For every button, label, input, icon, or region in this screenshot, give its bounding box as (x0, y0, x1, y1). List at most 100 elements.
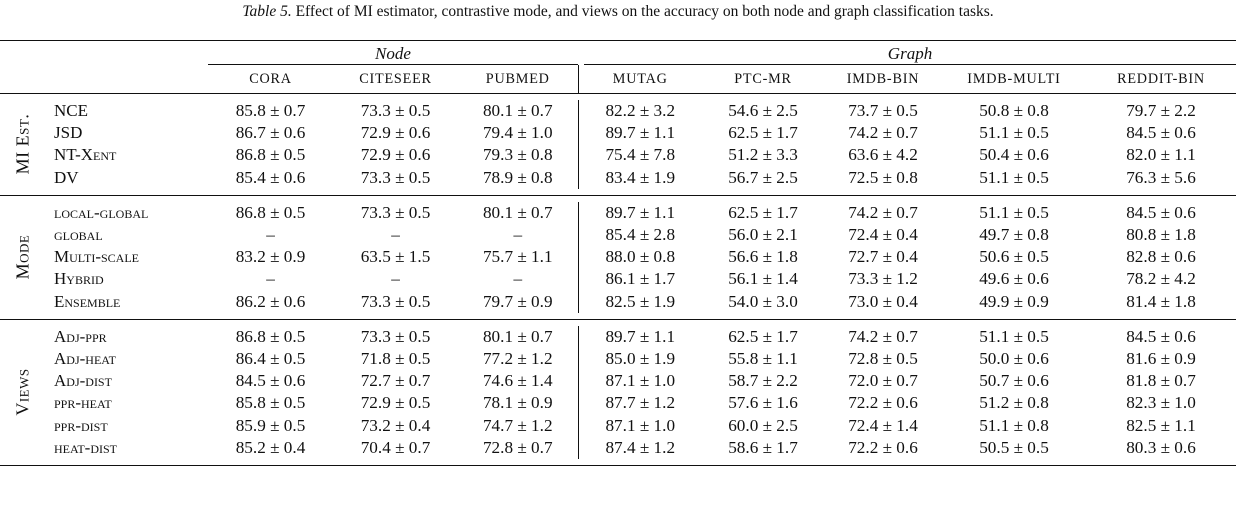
table-row: Views Adj-ppr 86.8 ± 0.5 73.3 ± 0.5 80.1 ± 0… (0, 325, 1236, 416)
table-cell: 72.7 ± 0.7 (360, 371, 431, 391)
column-header-cora: CORA (249, 70, 292, 87)
table-cell: 58.6 ± 1.7 (728, 437, 798, 457)
caption-text: Effect of MI estimator, contrastive mode… (295, 3, 994, 20)
row-label: heat-dist (54, 437, 117, 457)
row-label: local-global (54, 202, 149, 222)
column-header-pubmed: PUBMED (485, 70, 550, 87)
table-cell: 86.8 ± 0.5 (235, 145, 306, 165)
table-cell: 62.5 ± 1.7 (728, 326, 798, 346)
table-row: JSD 86.7 ± 0.6 72.9 ± 0.6 79.4 ± 1.0 89.7 ± … (0, 122, 1236, 145)
table-row: Hybrid – – – 86.1 ± 1.7 56.1 ± 1.4 73.3 ± 1.2 4… (0, 268, 1236, 291)
table-cell: 87.7 ± 1.2 (577, 392, 702, 415)
column-header-mutag: MUTAG (577, 65, 702, 94)
row-label: Hybrid (54, 269, 104, 289)
table-cell: 73.3 ± 0.5 (360, 291, 431, 311)
table-cell: 79.7 ± 2.2 (1126, 101, 1196, 121)
table-cell: 82.0 ± 1.1 (1126, 145, 1196, 165)
column-header-reddit-bin: REDDIT-BIN (1117, 70, 1205, 87)
table-cell: 72.9 ± 0.6 (360, 123, 431, 143)
table-cell: 50.5 ± 0.5 (979, 437, 1049, 457)
group-label-node: Node (208, 44, 578, 65)
table-cell: 50.6 ± 0.5 (979, 247, 1049, 267)
row-label: DV (54, 167, 79, 187)
table-row: Adj-dist 84.5 ± 0.6 72.7 ± 0.7 74.6 ± 1.4 87… (0, 370, 1236, 393)
table-cell: 76.3 ± 5.6 (1126, 167, 1196, 187)
row-label: JSD (54, 123, 83, 143)
row-label: Ensemble (54, 291, 121, 311)
table-cell: 51.1 ± 0.5 (979, 326, 1049, 346)
table-cell: 89.7 ± 1.1 (577, 325, 702, 348)
table-cell: 72.8 ± 0.7 (482, 437, 553, 457)
table-cell: 70.4 ± 0.7 (360, 437, 431, 457)
table-cell: 50.8 ± 0.8 (979, 101, 1049, 121)
table-cell: 85.8 ± 0.5 (235, 393, 306, 413)
table-cell: 56.6 ± 1.8 (728, 247, 798, 267)
table-cell: – (391, 225, 400, 245)
table-cell: 78.2 ± 4.2 (1126, 269, 1196, 289)
table-cell: 75.4 ± 7.8 (577, 144, 702, 167)
table-cell: 84.5 ± 0.6 (1126, 326, 1196, 346)
table-cell: 85.0 ± 1.9 (577, 347, 702, 371)
table-cell: 72.0 ± 0.7 (848, 371, 918, 391)
table-cell: 79.4 ± 1.0 (482, 123, 553, 143)
table-row: ppr-dist 85.9 ± 0.5 73.2 ± 0.4 74.7 ± 1.2 87… (0, 414, 1236, 437)
table-row: NT-Xent 86.8 ± 0.5 72.9 ± 0.6 79.3 ± 0.8 75.… (0, 144, 1236, 167)
table-cell: 84.5 ± 0.6 (235, 371, 306, 391)
table-cell: 73.3 ± 0.5 (360, 167, 431, 187)
table-cell: 72.5 ± 0.8 (848, 167, 918, 187)
table-cell: 73.3 ± 0.5 (360, 101, 431, 121)
table-cell: 51.1 ± 0.5 (979, 123, 1049, 143)
table-caption: Table 5. Effect of MI estimator, contras… (0, 3, 1236, 21)
table-cell: 74.2 ± 0.7 (848, 202, 918, 222)
table-cell: 86.8 ± 0.5 (235, 326, 306, 346)
table-cell: 77.2 ± 1.2 (482, 348, 553, 368)
table-cell: 56.1 ± 1.4 (728, 269, 798, 289)
table-cell: – (513, 225, 523, 245)
table-cell: 80.1 ± 0.7 (482, 326, 553, 346)
table-cell: – (266, 269, 275, 289)
table-cell: 81.4 ± 1.8 (1126, 291, 1196, 311)
table-cell: 56.7 ± 2.5 (728, 167, 798, 187)
table-cell: 86.4 ± 0.5 (235, 348, 306, 368)
section-label: Views (12, 368, 33, 416)
section-cell: Views (0, 326, 46, 459)
table-cell: 72.9 ± 0.6 (360, 145, 431, 165)
table-cell: 80.8 ± 1.8 (1126, 225, 1196, 245)
row-label: ppr-heat (54, 393, 112, 413)
table-cell: 57.6 ± 1.6 (728, 393, 798, 413)
table-cell: 85.8 ± 0.7 (235, 101, 306, 121)
caption-label: Table 5. (242, 3, 292, 20)
table-row: MI Est. NCE 85.8 ± 0.7 73.3 ± 0.5 80.1 ± 0.7… (0, 100, 1236, 175)
column-header-ptc-mr: PTC-MR (734, 70, 792, 87)
table-cell: 74.2 ± 0.7 (848, 326, 918, 346)
section-cell: MI Est. (0, 100, 46, 189)
table-cell: – (266, 225, 275, 245)
table-cell: 54.0 ± 3.0 (728, 291, 798, 311)
table-cell: – (513, 269, 523, 289)
table-row: global – – – 85.4 ± 2.8 56.0 ± 2.1 72.4 ± 0.4 4… (0, 223, 1236, 247)
row-label: NCE (54, 101, 88, 121)
table-cell: 60.0 ± 2.5 (728, 415, 798, 435)
table-row: Multi-scale 83.2 ± 0.9 63.5 ± 1.5 75.7 ± 1.… (0, 246, 1236, 269)
table-cell: 72.4 ± 0.4 (848, 225, 918, 245)
table-cell: 50.7 ± 0.6 (979, 371, 1049, 391)
table-row: DV 85.4 ± 0.6 73.3 ± 0.5 78.9 ± 0.8 83.4 ± 1… (0, 166, 1236, 189)
table-cell: 49.6 ± 0.6 (979, 269, 1049, 289)
table-cell: 58.7 ± 2.2 (728, 371, 798, 391)
table-cell: 87.4 ± 1.2 (577, 436, 702, 459)
table-cell: 51.2 ± 3.3 (728, 145, 798, 165)
table-cell: 81.8 ± 0.7 (1126, 371, 1196, 391)
table-cell: 63.5 ± 1.5 (360, 247, 431, 267)
table-cell: 82.2 ± 3.2 (577, 100, 702, 123)
table-cell: 87.1 ± 1.0 (577, 414, 702, 437)
table-cell: 83.2 ± 0.9 (235, 247, 306, 267)
table-cell: 81.6 ± 0.9 (1126, 348, 1196, 368)
group-label-graph: Graph (584, 44, 1236, 65)
table-cell: 49.9 ± 0.9 (979, 291, 1049, 311)
table-cell: – (391, 269, 400, 289)
table-cell: 51.1 ± 0.8 (979, 415, 1049, 435)
row-label: Multi-scale (54, 247, 140, 267)
table-cell: 80.1 ± 0.7 (482, 101, 553, 121)
section-label: Mode (12, 234, 33, 280)
table-cell: 72.8 ± 0.5 (848, 348, 918, 368)
